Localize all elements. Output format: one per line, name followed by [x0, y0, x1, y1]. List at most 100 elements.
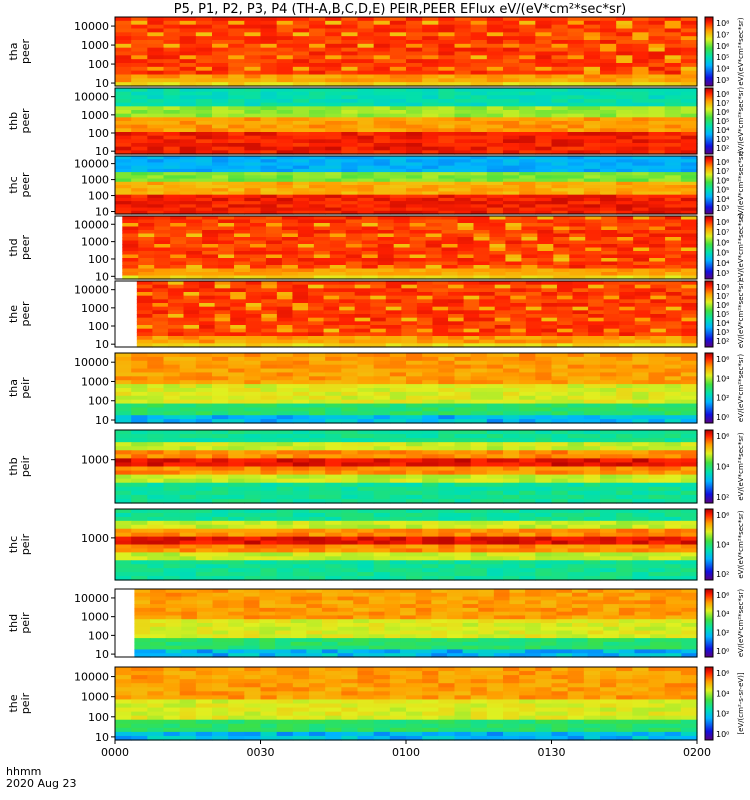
heatmap-cell — [115, 168, 132, 173]
heatmap-cell — [616, 117, 633, 122]
heatmap-cell — [583, 63, 601, 68]
heatmap-cell — [616, 36, 633, 41]
heatmap-thb_peir — [115, 430, 698, 504]
heatmap-cell — [357, 43, 375, 49]
heatmap-cell — [535, 150, 553, 155]
heatmap-cell — [115, 458, 132, 464]
heatmap-cell — [179, 197, 197, 202]
heatmap-cell — [486, 450, 504, 455]
heatmap-cell — [409, 275, 427, 280]
heatmap-cell — [265, 247, 283, 252]
heatmap-cell — [519, 165, 536, 170]
heatmap-cell — [600, 364, 617, 370]
heatmap-cell — [537, 244, 554, 249]
heatmap-cell — [131, 360, 148, 366]
heatmap-cell — [505, 244, 522, 249]
heatmap-cell — [309, 395, 326, 401]
heatmap-cell — [680, 168, 698, 173]
heatmap-cell — [648, 132, 666, 137]
heatmap-cell — [341, 360, 359, 366]
heatmap-cell — [648, 63, 666, 68]
heatmap-cell — [537, 247, 554, 252]
heatmap-cell — [370, 321, 387, 326]
heatmap-cell — [567, 99, 585, 104]
heatmap-cell — [244, 388, 262, 393]
heatmap-cell — [325, 78, 342, 83]
heatmap-cell — [551, 191, 569, 196]
heatmap-cell — [648, 156, 666, 160]
heatmap-cell — [163, 509, 181, 514]
heatmap-cell — [292, 498, 310, 504]
heatmap-cell — [588, 281, 605, 286]
heatmap-cell — [373, 454, 391, 459]
heatmap-cell — [325, 175, 342, 180]
heatmap-cell — [195, 407, 213, 412]
heatmap-cell — [147, 509, 165, 514]
heatmap-cell — [616, 59, 633, 64]
heatmap-cell — [244, 384, 262, 389]
heatmap-cell — [438, 532, 456, 538]
heatmap-cell — [616, 66, 633, 72]
heatmap-cell — [115, 194, 132, 199]
heatmap-cell — [438, 434, 456, 439]
heatmap-cell — [406, 204, 423, 209]
heatmap-cell — [401, 339, 418, 344]
heatmap-cell — [297, 237, 315, 242]
heatmap-cell — [572, 336, 589, 341]
heatmap-cell — [519, 474, 536, 480]
heatmap-cell — [486, 165, 504, 170]
heatmap-cell — [218, 268, 235, 273]
heatmap-cell — [249, 247, 267, 252]
heatmap-cell — [486, 380, 504, 385]
heatmap-cell — [519, 106, 536, 111]
heatmap-cell — [186, 254, 203, 259]
heatmap-cell — [230, 299, 247, 304]
heatmap-cell — [648, 188, 666, 193]
heatmap-cell — [422, 197, 439, 202]
heatmap-cell — [567, 540, 585, 546]
heatmap-cell — [648, 43, 666, 49]
heatmap-cell — [680, 470, 698, 476]
heatmap-cell — [470, 419, 488, 424]
heatmap-cell — [438, 486, 456, 492]
heatmap-cell — [454, 66, 472, 72]
heatmap-cell — [681, 275, 698, 280]
heatmap-cell — [438, 458, 456, 464]
heatmap-cell — [473, 240, 491, 245]
heatmap-cell — [486, 194, 504, 199]
heatmap-cell — [470, 121, 488, 126]
heatmap-cell — [260, 478, 278, 484]
heatmap-cell — [276, 419, 294, 424]
colorbar-tick-label: 10⁶ — [716, 176, 729, 185]
heatmap-cell — [234, 275, 251, 280]
heatmap-cell — [292, 17, 310, 22]
heatmap-cell — [567, 201, 585, 205]
heatmap-cell — [179, 132, 197, 137]
heatmap-cell — [325, 43, 342, 49]
heatmap-cell — [249, 275, 267, 280]
panel-frame — [114, 352, 698, 424]
heatmap-cell — [648, 415, 666, 420]
heatmap-cell — [616, 88, 633, 93]
heatmap-cell — [357, 528, 375, 534]
heatmap-cell — [519, 509, 536, 514]
heatmap-cell — [313, 261, 331, 266]
heatmap-cell — [163, 482, 181, 488]
y-tick-label: 10000 — [74, 20, 109, 33]
heatmap-cell — [448, 336, 465, 341]
heatmap-cell — [616, 82, 633, 87]
heatmap-cell — [309, 124, 326, 129]
heatmap-cell — [297, 233, 315, 238]
heatmap-cell — [276, 466, 294, 472]
heatmap-cell — [454, 403, 472, 409]
heatmap-cell — [503, 146, 520, 151]
heatmap-cell — [341, 95, 359, 100]
heatmap-cell — [648, 470, 666, 476]
heatmap-cell — [600, 88, 617, 93]
heatmap-cell — [357, 407, 375, 412]
heatmap-cell — [438, 411, 456, 416]
heatmap-cell — [389, 478, 407, 484]
heatmap-cell — [649, 244, 666, 249]
heatmap-cell — [664, 540, 682, 546]
heatmap-cell — [218, 254, 235, 259]
